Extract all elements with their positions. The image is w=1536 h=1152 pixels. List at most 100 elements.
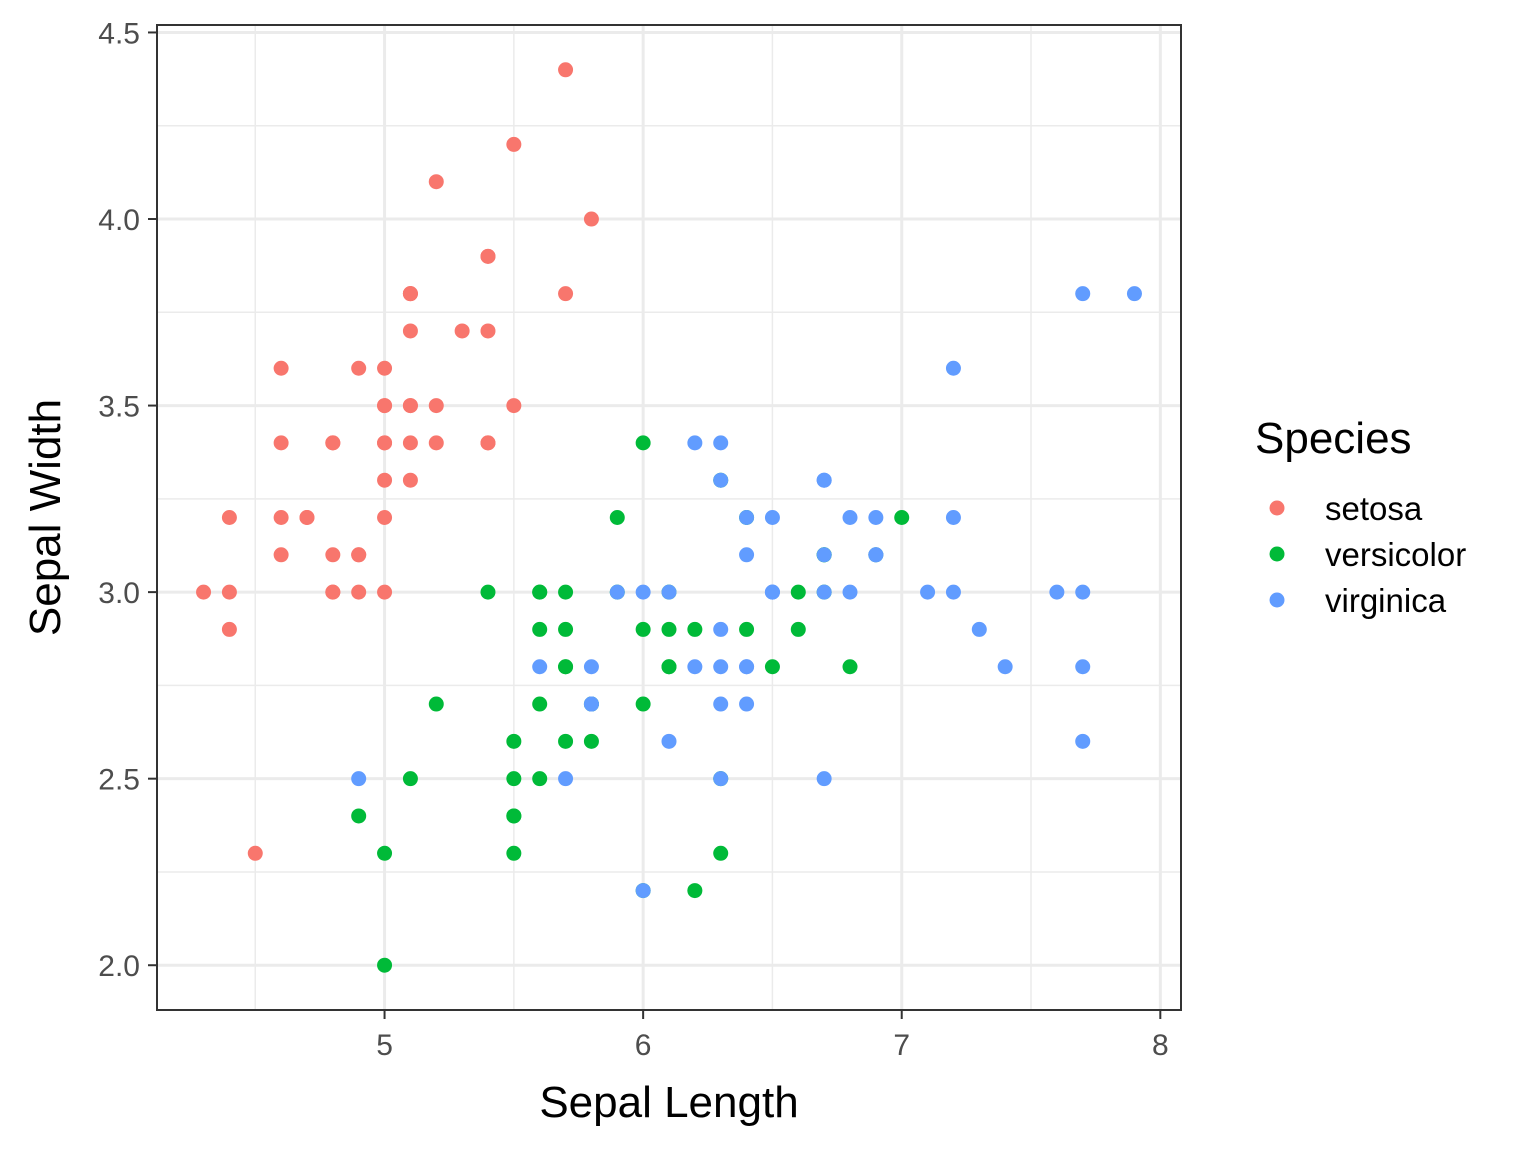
point-setosa	[377, 360, 393, 376]
plot-panel	[157, 25, 1181, 1010]
point-setosa	[428, 435, 444, 451]
point-virginica	[558, 771, 574, 787]
point-setosa	[273, 547, 289, 563]
point-virginica	[583, 659, 599, 675]
point-versicolor	[583, 733, 599, 749]
point-setosa	[558, 62, 574, 78]
point-virginica	[713, 771, 729, 787]
point-virginica	[661, 584, 677, 600]
point-versicolor	[661, 621, 677, 637]
point-versicolor	[506, 808, 522, 824]
point-setosa	[377, 584, 393, 600]
point-setosa	[273, 510, 289, 525]
point-setosa	[428, 174, 444, 190]
legend-label-virginica: virginica	[1325, 582, 1447, 619]
y-tick-label: 2.5	[98, 764, 140, 797]
y-tick-label: 3.5	[98, 391, 140, 424]
point-versicolor	[790, 621, 806, 637]
point-setosa	[558, 286, 574, 302]
point-setosa	[454, 323, 470, 339]
point-versicolor	[558, 733, 574, 749]
point-versicolor	[506, 733, 522, 749]
point-virginica	[1075, 659, 1091, 675]
point-versicolor	[609, 510, 625, 525]
point-setosa	[583, 211, 599, 227]
point-setosa	[325, 435, 341, 451]
legend-label-setosa: setosa	[1325, 490, 1423, 527]
y-tick-label: 2.0	[98, 950, 140, 983]
x-tick-label: 8	[1152, 1029, 1169, 1062]
x-tick-label: 6	[635, 1029, 652, 1062]
legend-label-versicolor: versicolor	[1325, 536, 1466, 573]
point-setosa	[325, 547, 341, 563]
point-virginica	[1075, 733, 1091, 749]
point-virginica	[739, 547, 755, 563]
point-setosa	[402, 323, 418, 339]
point-virginica	[739, 510, 755, 525]
point-setosa	[506, 398, 522, 414]
point-versicolor	[635, 621, 651, 637]
x-tick-label: 7	[893, 1029, 910, 1062]
point-versicolor	[687, 883, 703, 899]
point-versicolor	[558, 621, 574, 637]
point-virginica	[764, 510, 780, 525]
point-virginica	[635, 584, 651, 600]
point-virginica	[713, 472, 729, 488]
point-versicolor	[842, 659, 858, 675]
point-virginica	[868, 510, 884, 525]
data-points	[196, 62, 1142, 973]
x-axis-title: Sepal Length	[539, 1078, 798, 1127]
point-setosa	[428, 398, 444, 414]
point-virginica	[920, 584, 936, 600]
point-virginica	[713, 659, 729, 675]
legend-title: Species	[1255, 414, 1412, 463]
point-virginica	[532, 659, 548, 675]
legend-key-setosa	[1269, 500, 1285, 516]
x-tick-label: 5	[376, 1029, 393, 1062]
point-virginica	[816, 584, 832, 600]
point-setosa	[480, 323, 496, 339]
point-versicolor	[687, 621, 703, 637]
point-virginica	[816, 472, 832, 488]
point-setosa	[351, 360, 367, 376]
point-virginica	[842, 584, 858, 600]
point-virginica	[1126, 286, 1142, 302]
point-setosa	[196, 584, 212, 600]
legend-key-versicolor	[1269, 546, 1285, 562]
point-versicolor	[790, 584, 806, 600]
point-virginica	[687, 659, 703, 675]
point-setosa	[377, 435, 393, 451]
point-versicolor	[532, 696, 548, 712]
point-virginica	[868, 547, 884, 563]
point-setosa	[377, 472, 393, 488]
y-tick-label: 3.0	[98, 577, 140, 610]
y-tick-label: 4.5	[98, 17, 140, 50]
point-virginica	[945, 584, 961, 600]
point-versicolor	[894, 510, 910, 525]
point-virginica	[816, 771, 832, 787]
point-setosa	[325, 584, 341, 600]
point-setosa	[247, 845, 263, 861]
point-versicolor	[661, 659, 677, 675]
y-axis: 2.0 2.5 3.0 3.5 4.0 4.5	[98, 17, 157, 983]
point-versicolor	[351, 808, 367, 824]
point-setosa	[402, 398, 418, 414]
point-setosa	[480, 435, 496, 451]
point-virginica	[739, 659, 755, 675]
point-virginica	[351, 771, 367, 787]
plot-border	[156, 24, 1182, 1011]
point-virginica	[713, 621, 729, 637]
point-versicolor	[532, 771, 548, 787]
point-setosa	[221, 510, 237, 525]
point-versicolor	[506, 771, 522, 787]
point-virginica	[583, 696, 599, 712]
point-versicolor	[739, 621, 755, 637]
point-virginica	[1075, 584, 1091, 600]
point-setosa	[480, 248, 496, 264]
point-setosa	[221, 584, 237, 600]
point-virginica	[764, 584, 780, 600]
x-axis: 5 6 7 8	[376, 1010, 1169, 1062]
point-virginica	[971, 621, 987, 637]
point-setosa	[377, 510, 393, 525]
y-tick-label: 4.0	[98, 204, 140, 237]
